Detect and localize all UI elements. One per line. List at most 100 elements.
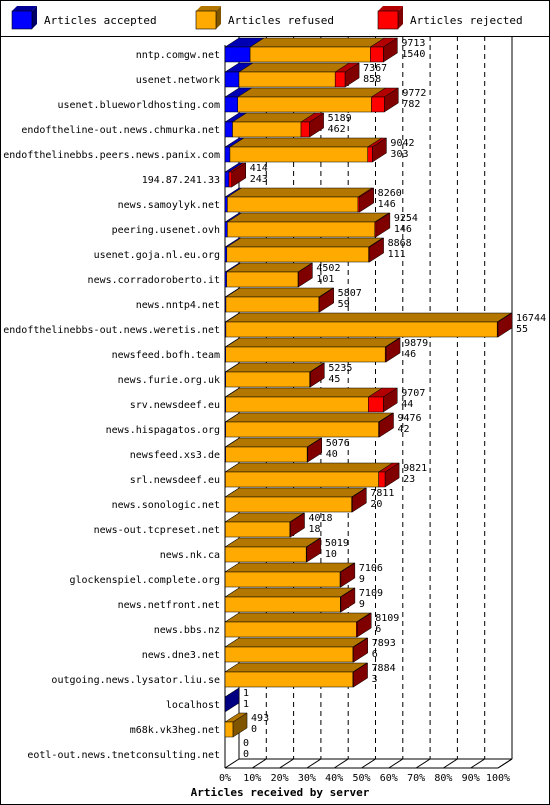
bar-segment-accepted [224,146,231,163]
total-label: 7106 [359,563,383,574]
secondary-label: 55 [516,324,528,335]
bar-row [224,512,306,538]
total-label: 8260 [378,188,402,199]
secondary-label: 6 [372,649,378,660]
bar-row [224,162,247,188]
row-label: endofthelinebbs.peers.news.panix.com [3,150,220,161]
total-label: 9821 [403,463,427,474]
x-tick-label: 50% [352,773,370,784]
total-label: 4018 [309,513,333,524]
bar-row [224,237,385,263]
bar-segment-top-refused [225,287,334,298]
bar-segment-rejected [367,146,373,163]
bar-segment-refused [225,471,379,488]
total-label: 4502 [316,263,340,274]
total-label: 5019 [325,538,349,549]
bar-segment-top-refused [224,587,356,598]
total-label: 7884 [372,663,396,674]
bar-row [224,562,356,588]
row-label: news.corradoroberto.it [88,275,220,286]
bar-side [319,287,334,313]
bar-row [224,637,369,663]
legend-label-accepted: Articles accepted [44,14,157,27]
secondary-label: 146 [378,199,396,210]
bar-segment-rejected [357,196,360,213]
total-label: 493 [251,713,269,724]
bar-segment-refused [226,271,299,288]
bar-segment-accepted [224,246,228,263]
secondary-label: 18 [309,524,321,535]
x-tick-label: 20% [271,773,289,784]
bar-row [224,37,399,63]
bar-segment-accepted [224,96,238,113]
legend-label-refused: Articles refused [228,14,334,27]
secondary-label: 462 [328,124,346,135]
bar-side [353,662,368,688]
bar-segment-rejected [334,71,346,88]
bar-side [356,612,372,638]
bar-segment-top-refused [226,212,390,223]
bar-side [298,262,313,288]
bar-segment-top-refused [229,137,383,148]
bar-side [340,587,356,613]
bar-row [224,287,335,313]
bar-segment-top-refused [224,612,372,623]
bar-side [352,487,367,513]
bar-segment-top-refused [225,262,313,273]
legend-item-accepted: Articles accepted [11,6,157,30]
secondary-label: 6 [375,624,381,635]
bar-segment-accepted [224,196,228,213]
row-label: eotl-out.news.tnetconsulting.net [27,750,220,761]
bar-segment-top-refused [225,312,513,323]
row-label: usenet.goja.nl.eu.org [94,250,220,261]
bar-segment-top-refused [236,87,387,98]
bar-side [379,412,394,438]
row-label: glockenspiel.complete.org [69,575,220,586]
tick-connector [333,758,349,769]
bar-segment-rejected [371,96,385,113]
bar-side [310,362,325,388]
bar-side [375,212,391,238]
secondary-label: 3 [372,674,378,685]
bar-row [224,387,399,413]
legend-label-rejected: Articles rejected [410,14,523,27]
total-label: 1 [243,688,249,699]
bar-row [224,187,375,213]
bar-side [383,387,398,413]
total-label: 16744 [516,313,546,324]
bar-side [384,462,400,488]
bar-segment-top-refused [224,662,368,673]
bar-segment-rejected [378,471,386,488]
bar-segment-rejected [300,121,310,138]
row-label: news-out.tcpreset.net [94,525,220,536]
row-label: news.furie.org.uk [118,375,220,386]
tick-connector [388,758,404,769]
row-label: news.samoylyk.net [118,200,220,211]
secondary-label: 10 [325,549,337,560]
row-label: peering.usenet.ovh [112,225,220,236]
bar-row [224,662,369,688]
total-label: 414 [250,163,268,174]
bar-segment-rejected [368,396,384,413]
row-label: newsfeed.bofh.team [112,350,220,361]
row-label: localhost [166,700,220,711]
bar-segment-refused [225,346,386,363]
bar-side [372,137,387,163]
bar-side [359,187,374,213]
legend-swatch-accepted [11,10,33,30]
total-label: 5235 [328,363,352,374]
tick-connector [470,758,485,769]
row-label: outgoing.news.lysator.liu.se [51,675,220,686]
total-label: 9713 [401,38,425,49]
x-tick-label: 80% [434,773,452,784]
total-label: 5076 [326,438,350,449]
total-label: 8109 [375,613,399,624]
x-tick-label: 10% [243,773,261,784]
secondary-label: 0 [251,724,257,735]
bar-segment-accepted [224,46,251,63]
bar-segment-accepted [224,221,228,238]
bar-segment-refused [225,396,369,413]
row-label: endoftheline-out.news.chmurka.net [21,125,220,136]
bar-segment-accepted [224,121,233,138]
